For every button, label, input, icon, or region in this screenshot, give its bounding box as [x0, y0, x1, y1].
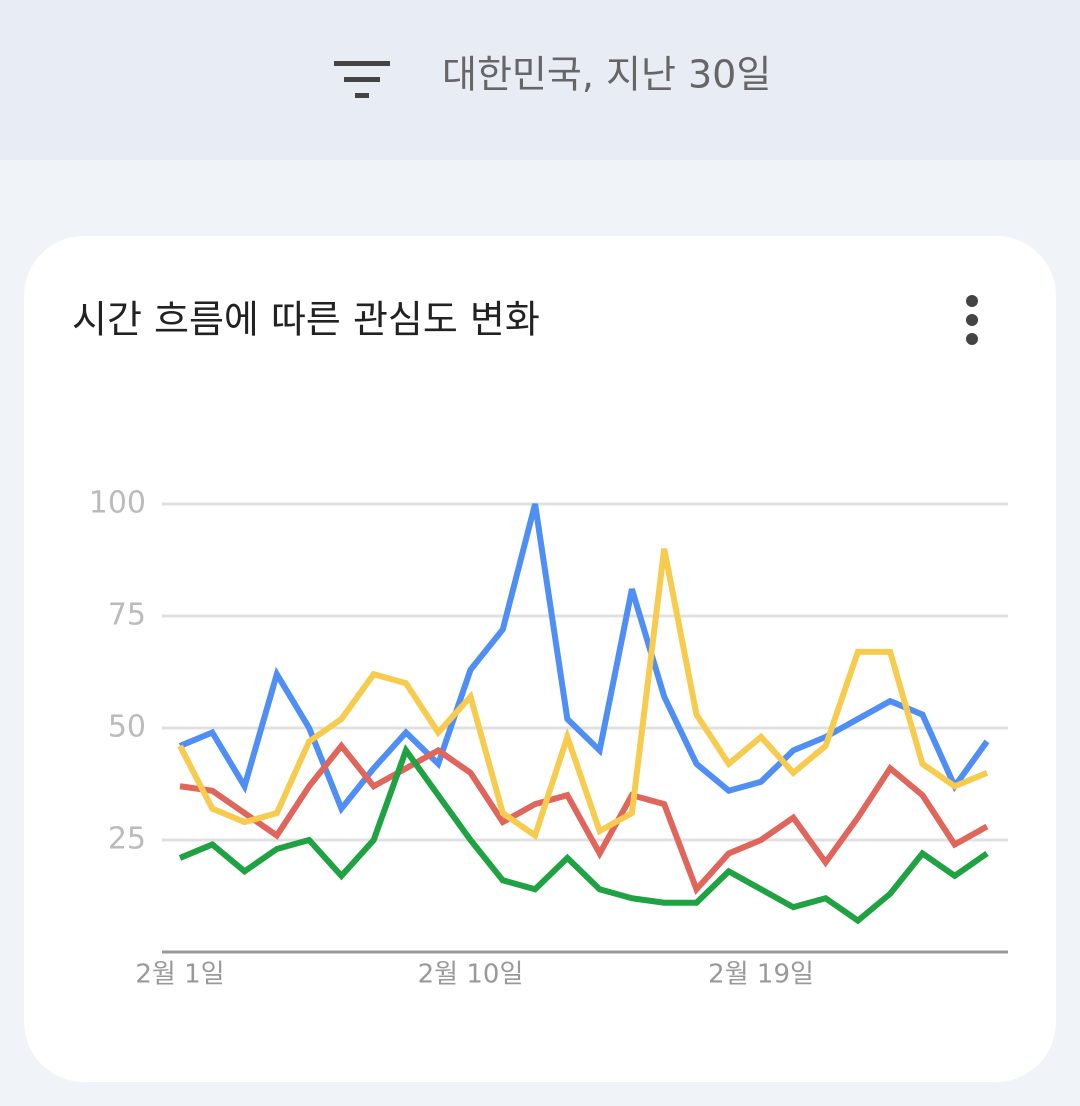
series-line — [178, 744, 989, 925]
series-line — [178, 503, 990, 815]
card — [24, 236, 1056, 1082]
series-line — [177, 548, 989, 841]
series-line — [179, 741, 989, 895]
y-tick-label: 75 — [108, 598, 146, 633]
y-tick-label: 100 — [89, 486, 146, 521]
x-tick-label: 2월 1일 — [135, 960, 224, 990]
chart-title: 시간 흐름에 따른 관심도 변화 — [72, 298, 540, 342]
header-title[interactable]: 대한민국, 지난 30일 — [442, 53, 771, 97]
y-tick-label: 50 — [108, 710, 146, 745]
x-tick-label: 2월 19일 — [708, 960, 814, 990]
x-tick-label: 2월 10일 — [418, 960, 524, 990]
header-bar — [0, 0, 1080, 160]
y-tick-label: 25 — [108, 822, 146, 857]
filter-icon[interactable] — [334, 61, 390, 98]
more-icon[interactable] — [966, 295, 978, 345]
